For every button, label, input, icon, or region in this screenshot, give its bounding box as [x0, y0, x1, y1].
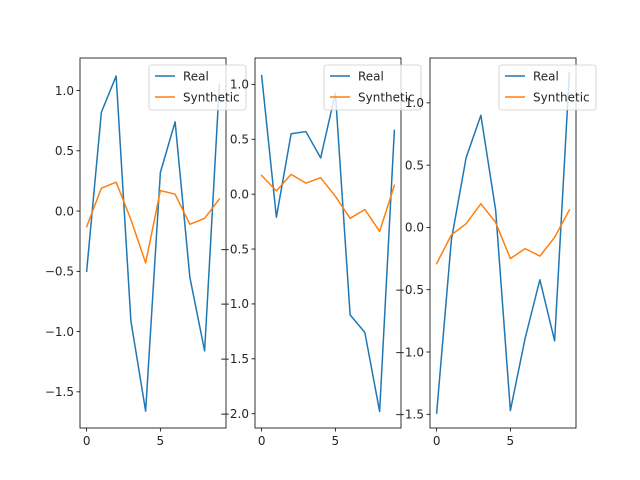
series-line-real	[85, 75, 221, 412]
subplot-3: 0 5 −1.5 −1.0 −0.5 0.0 0.5 1.0 Real Synthetic	[395, 57, 597, 448]
series-line-real	[260, 74, 396, 413]
y-tick-label: −0.5	[45, 265, 74, 279]
x-tick-label: 0	[433, 434, 441, 448]
y-tick-label: −0.5	[395, 283, 424, 297]
y-tick-label: 0.0	[55, 204, 74, 218]
axes-frame	[79, 57, 227, 429]
y-tick-label: −0.5	[220, 242, 249, 256]
y-tick-label: −1.0	[395, 345, 424, 359]
x-tick-label: 5	[332, 434, 340, 448]
y-tick-label: 0.0	[405, 221, 424, 235]
y-tick-label: −1.5	[45, 385, 74, 399]
series-line-real	[435, 72, 571, 414]
y-tick-label: 0.5	[55, 144, 74, 158]
subplot-1: 0 5 −1.5 −1.0 −0.5 0.0 0.5 1.0 Real Synthetic	[45, 57, 247, 448]
series-line-synthetic	[435, 203, 571, 265]
x-tick-label: 5	[507, 434, 515, 448]
y-tick-label: 1.0	[55, 84, 74, 98]
y-tick-label: −1.5	[395, 408, 424, 422]
subplot-2: 0 5 −2.0 −1.5 −1.0 −0.5 0.0 0.5 1.0 Real Synthetic	[220, 57, 422, 448]
legend-label-synthetic: Synthetic	[183, 90, 240, 104]
y-tick-label: 0.5	[230, 133, 249, 147]
y-tick-label: 1.0	[405, 96, 424, 110]
legend-label-real: Real	[533, 69, 559, 83]
legend-label-synthetic: Synthetic	[533, 90, 590, 104]
y-tick-label: 1.0	[230, 78, 249, 92]
legend: Real Synthetic	[323, 64, 422, 111]
x-tick-label: 0	[258, 434, 266, 448]
legend: Real Synthetic	[148, 64, 247, 111]
y-tick-label: 0.5	[405, 158, 424, 172]
series-line-synthetic	[260, 173, 396, 233]
legend-label-synthetic: Synthetic	[358, 90, 415, 104]
x-tick-label: 0	[83, 434, 91, 448]
legend: Real Synthetic	[498, 64, 597, 111]
legend-label-real: Real	[183, 69, 209, 83]
axes-frame	[429, 57, 577, 429]
y-tick-label: −1.0	[220, 297, 249, 311]
x-tick-label: 5	[157, 434, 165, 448]
y-tick-label: 0.0	[230, 187, 249, 201]
y-tick-label: −1.0	[45, 325, 74, 339]
series-line-synthetic	[85, 181, 221, 264]
axes-frame	[254, 57, 402, 429]
y-tick-label: −1.5	[220, 352, 249, 366]
legend-label-real: Real	[358, 69, 384, 83]
y-tick-label: −2.0	[220, 407, 249, 421]
